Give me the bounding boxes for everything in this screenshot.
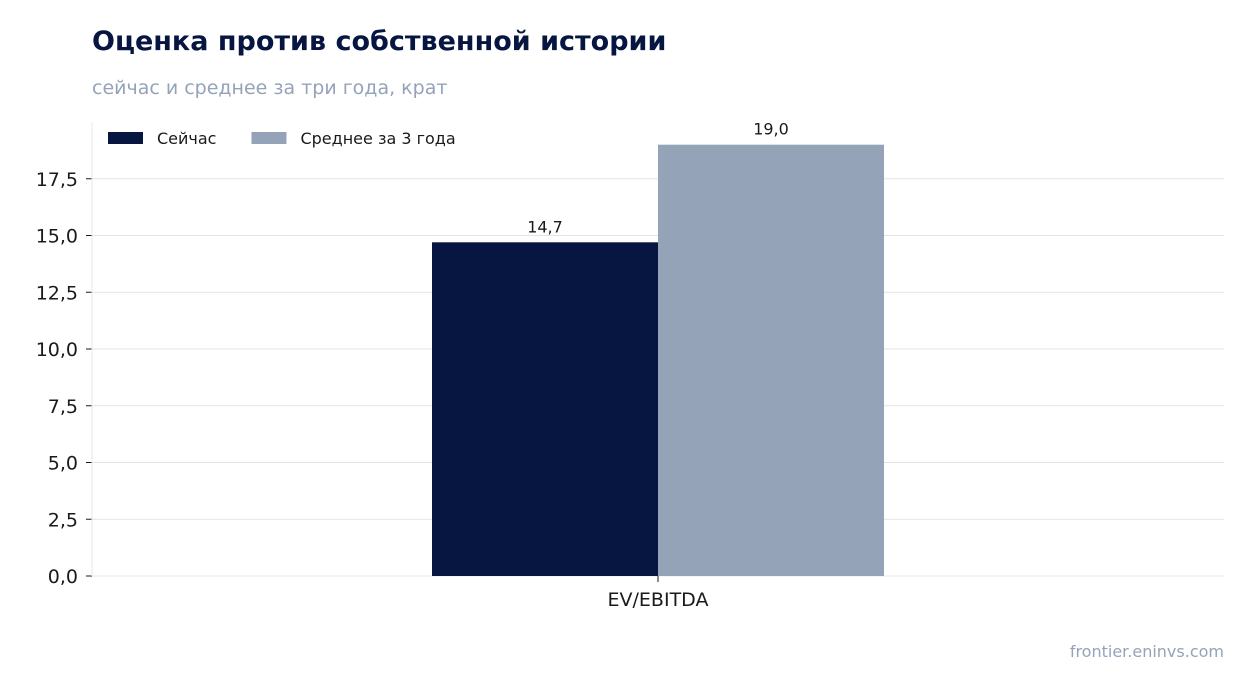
source-credit: frontier.eninvs.com — [1069, 642, 1224, 661]
legend-swatch — [251, 132, 287, 144]
legend: Сейчас Среднее за 3 года — [108, 129, 456, 148]
bar — [432, 242, 658, 576]
y-tick-label: 15,0 — [36, 226, 78, 248]
y-tick-label: 10,0 — [36, 339, 78, 361]
chart-subtitle: сейчас и среднее за три года, крат — [92, 77, 448, 99]
legend-swatch — [108, 132, 143, 144]
legend-label: Среднее за 3 года — [300, 129, 455, 148]
y-tick-label: 12,5 — [36, 282, 78, 304]
y-tick-label: 7,5 — [48, 396, 78, 418]
y-tick-label: 5,0 — [48, 453, 78, 475]
data-labels: 14,7 19,0 — [527, 120, 789, 237]
legend-label: Сейчас — [157, 129, 216, 148]
data-label: 14,7 — [527, 217, 563, 236]
x-tick-label: EV/EBITDA — [608, 589, 709, 611]
y-tick-label: 0,0 — [48, 566, 78, 588]
chart-title: Оценка против собственной истории — [92, 26, 667, 57]
bars — [432, 144, 884, 576]
data-label: 19,0 — [753, 120, 789, 139]
y-tick-label: 2,5 — [48, 509, 78, 531]
y-tick-label: 17,5 — [36, 169, 78, 191]
bar — [658, 144, 884, 576]
axes: 0,0 2,5 5,0 7,5 10,0 12,5 15,0 17,5 EV/EBITDA — [36, 122, 1224, 611]
